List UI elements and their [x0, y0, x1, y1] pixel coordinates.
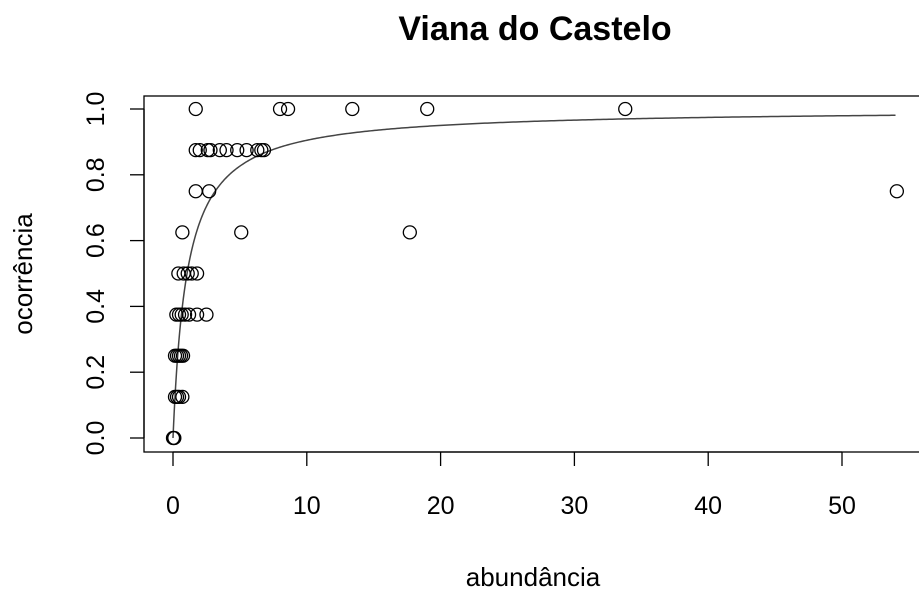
data-point — [889, 184, 905, 199]
data-point — [188, 142, 203, 158]
data-point — [201, 184, 217, 199]
y-tick-label: 0.8 — [82, 157, 110, 192]
data-point — [189, 307, 205, 322]
fitted-curve-layer — [172, 114, 896, 439]
data-point — [345, 101, 360, 117]
data-point — [203, 142, 218, 158]
data-point — [167, 430, 182, 446]
data-point — [181, 307, 197, 322]
data-point — [219, 142, 234, 158]
y-tick-label: 0.6 — [82, 223, 110, 258]
x-tick-label: 40 — [694, 492, 722, 520]
data-point — [234, 225, 249, 240]
y-tick-label: 0.2 — [82, 355, 110, 390]
x-axis: 0 10 20 30 40 50 — [166, 451, 856, 520]
data-point — [188, 101, 203, 117]
data-point — [175, 348, 191, 363]
chart-title: Viana do Castelo — [398, 10, 671, 48]
y-tick-label: 0.0 — [82, 421, 110, 456]
fitted-curve — [172, 114, 896, 439]
x-tick-label: 0 — [166, 492, 180, 520]
data-point — [200, 142, 215, 158]
x-tick-label: 30 — [560, 492, 588, 520]
data-point — [192, 142, 207, 158]
y-tick-label: 1.0 — [82, 92, 110, 127]
data-point — [189, 266, 205, 281]
data-point — [618, 101, 633, 117]
data-point — [230, 142, 245, 158]
data-point — [212, 142, 227, 158]
data-point — [174, 307, 189, 322]
plot-area-frame — [143, 95, 919, 453]
data-point — [402, 225, 417, 240]
data-point — [250, 142, 265, 158]
x-tick-label: 50 — [828, 492, 856, 520]
data-point — [420, 101, 435, 117]
data-point — [175, 389, 190, 405]
data-point — [171, 389, 187, 405]
data-point — [188, 184, 203, 199]
data-point — [199, 307, 214, 322]
y-axis-label: ocorrência — [8, 213, 38, 335]
data-point — [239, 142, 254, 158]
points-layer — [165, 101, 905, 446]
data-point — [256, 142, 272, 158]
data-point — [175, 225, 190, 240]
x-tick-label: 10 — [293, 492, 321, 520]
data-point — [272, 101, 288, 117]
y-axis: 0.0 0.2 0.4 0.6 0.8 1.0 — [82, 92, 145, 456]
data-point — [180, 266, 195, 281]
data-point — [177, 307, 193, 322]
x-axis-label: abundância — [466, 562, 601, 592]
data-point — [280, 101, 296, 117]
y-tick-label: 0.4 — [82, 289, 110, 324]
x-tick-label: 20 — [427, 492, 455, 520]
data-point — [184, 266, 199, 281]
